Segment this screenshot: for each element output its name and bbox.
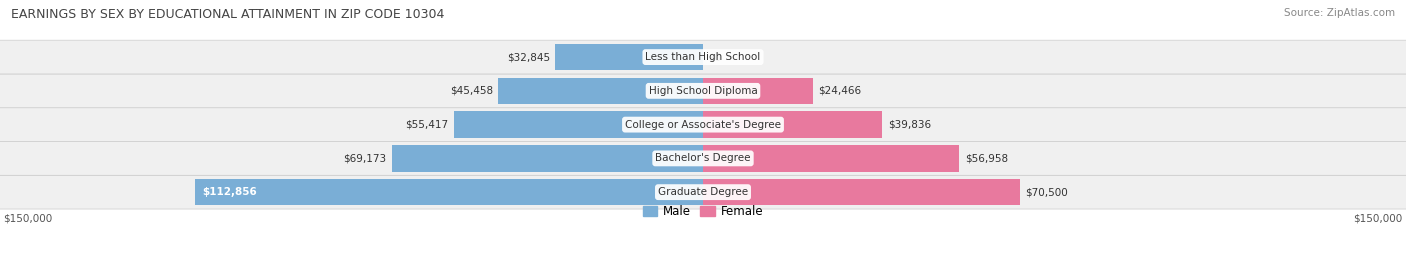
Text: $56,958: $56,958	[965, 153, 1008, 163]
Text: College or Associate's Degree: College or Associate's Degree	[626, 120, 780, 130]
Text: EARNINGS BY SEX BY EDUCATIONAL ATTAINMENT IN ZIP CODE 10304: EARNINGS BY SEX BY EDUCATIONAL ATTAINMEN…	[11, 8, 444, 21]
Bar	[195, 179, 703, 205]
FancyBboxPatch shape	[0, 108, 1406, 142]
Bar	[454, 111, 703, 138]
Bar	[703, 78, 813, 104]
Text: $69,173: $69,173	[343, 153, 387, 163]
Bar	[703, 111, 882, 138]
Text: $45,458: $45,458	[450, 86, 494, 96]
Text: $112,856: $112,856	[202, 187, 257, 197]
FancyBboxPatch shape	[0, 175, 1406, 209]
Text: $39,836: $39,836	[887, 120, 931, 130]
FancyBboxPatch shape	[0, 74, 1406, 108]
Text: $55,417: $55,417	[405, 120, 449, 130]
FancyBboxPatch shape	[0, 40, 1406, 74]
Bar	[499, 78, 703, 104]
Bar	[555, 44, 703, 70]
Text: $24,466: $24,466	[818, 86, 862, 96]
Legend: Male, Female: Male, Female	[638, 200, 768, 222]
FancyBboxPatch shape	[0, 142, 1406, 175]
Bar	[703, 145, 959, 172]
Bar	[703, 179, 1021, 205]
Text: $70,500: $70,500	[1025, 187, 1069, 197]
Text: Bachelor's Degree: Bachelor's Degree	[655, 153, 751, 163]
Text: Graduate Degree: Graduate Degree	[658, 187, 748, 197]
Text: High School Diploma: High School Diploma	[648, 86, 758, 96]
Bar	[392, 145, 703, 172]
Text: $32,845: $32,845	[506, 52, 550, 62]
Text: Source: ZipAtlas.com: Source: ZipAtlas.com	[1284, 8, 1395, 18]
Text: Less than High School: Less than High School	[645, 52, 761, 62]
Text: $0: $0	[709, 52, 721, 62]
